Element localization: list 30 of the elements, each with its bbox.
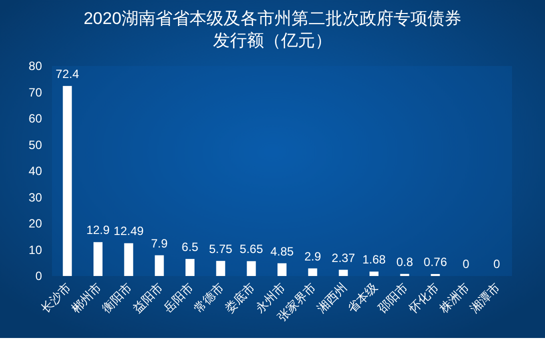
chart-title: 2020湖南省省本级及各市州第二批次政府专项债券 [84,9,462,28]
y-tick-label: 0 [35,269,42,283]
data-label: 6.5 [182,240,199,254]
data-label: 72.4 [56,66,80,81]
data-label: 2.9 [304,249,322,264]
data-label: 1.68 [362,252,386,267]
data-label: 4.85 [270,244,294,258]
x-tick-label: 益阳市 [130,280,166,316]
data-label: 2.37 [332,250,356,265]
x-tick-label: 湘西州 [314,280,350,316]
y-tick-label: 70 [28,85,42,100]
data-label: 7.9 [150,236,168,250]
data-label: 0.76 [424,255,448,270]
data-label: 12.49 [114,224,144,238]
data-label: 5.75 [208,242,233,256]
y-tick-label: 40 [28,164,42,178]
y-tick-label: 30 [28,190,42,204]
y-tick-label: 50 [28,138,42,152]
data-label: 0.8 [396,254,414,269]
y-tick-label: 20 [28,216,42,230]
x-tick-label: 湘潭市 [467,280,503,316]
data-label: 0 [493,257,500,271]
y-tick-label: 80 [28,59,42,73]
data-label: 0 [462,257,470,271]
y-tick-label: 60 [28,112,42,126]
data-label: 12.9 [86,223,110,238]
data-label: 5.65 [240,242,264,256]
chart-subtitle: 发行额（亿元） [213,31,332,50]
x-tick-label: 娄底市 [222,280,258,316]
y-tick-label: 10 [28,242,42,257]
